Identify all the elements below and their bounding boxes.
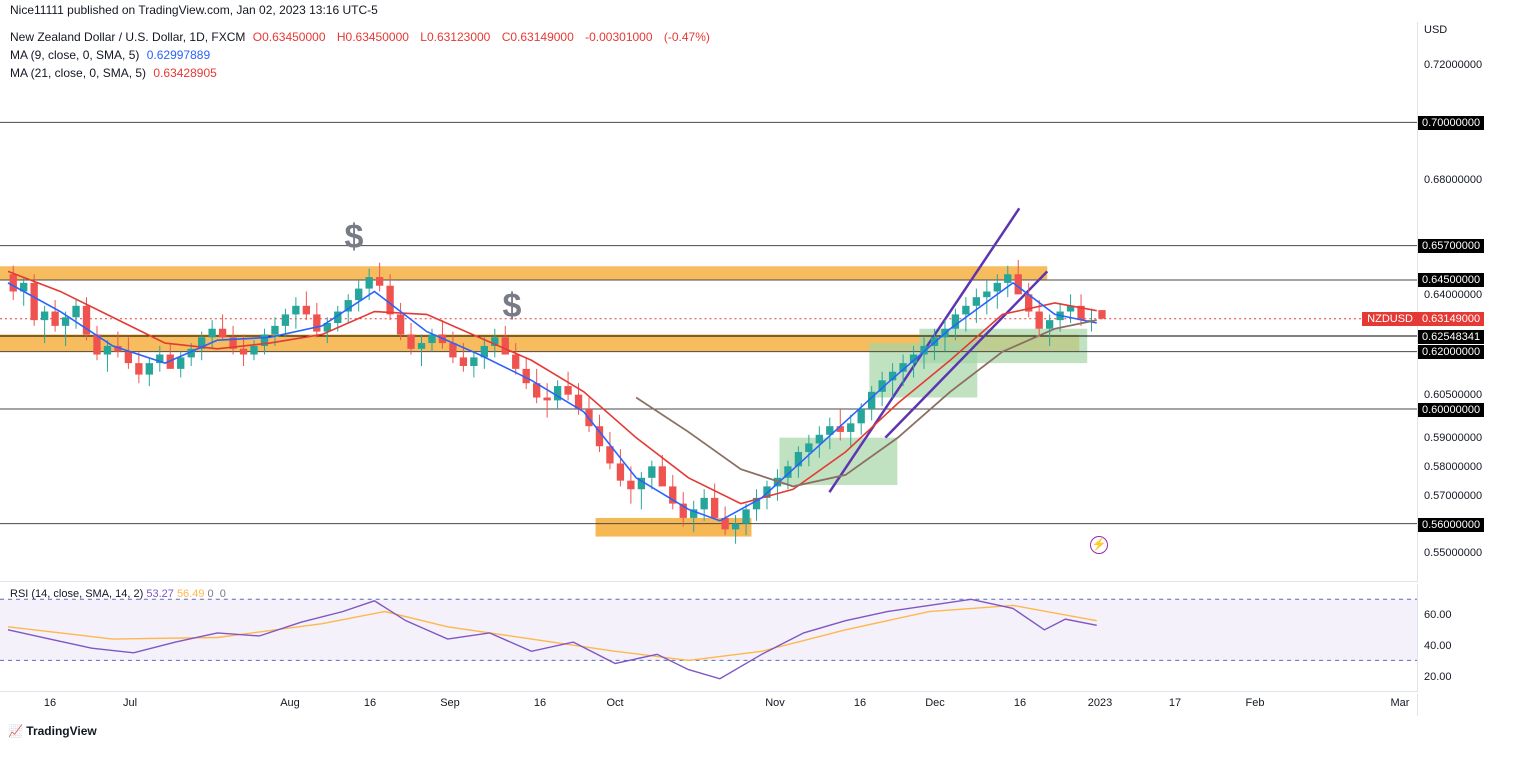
chart-container: New Zealand Dollar / U.S. Dollar, 1D, FX… xyxy=(0,22,1514,742)
price-tick-label: 0.72000000 xyxy=(1418,59,1482,71)
publish-header: Nice11111 published on TradingView.com, … xyxy=(0,0,1514,22)
time-tick-label: 16 xyxy=(534,697,546,709)
price-level-tag: 0.56000000 xyxy=(1418,518,1484,532)
publish-text: Nice11111 published on TradingView.com, … xyxy=(10,3,378,17)
rsi-svg xyxy=(0,584,1417,691)
time-tick-label: Feb xyxy=(1246,697,1265,709)
time-tick-label: Nov xyxy=(765,697,785,709)
time-tick-label: Mar xyxy=(1391,697,1410,709)
ma21-value: 0.63428905 xyxy=(153,66,216,80)
price-tick-label: 0.68000000 xyxy=(1418,174,1482,186)
price-level-tag: 0.62000000 xyxy=(1418,345,1484,359)
main-price-pane[interactable]: New Zealand Dollar / U.S. Dollar, 1D, FX… xyxy=(0,22,1418,582)
time-tick-label: Oct xyxy=(606,697,623,709)
rsi-tick-label: 40.00 xyxy=(1424,640,1452,652)
dollar-mark: $ xyxy=(503,287,522,326)
rsi-tick-label: 60.00 xyxy=(1424,609,1452,621)
price-tick-label: 0.59000000 xyxy=(1418,432,1482,444)
price-tick-label: 0.64000000 xyxy=(1418,289,1482,301)
time-tick-label: 17 xyxy=(1169,697,1181,709)
time-tick-label: 16 xyxy=(364,697,376,709)
ma9-value: 0.62997889 xyxy=(147,48,210,62)
price-level-tag: 0.64500000 xyxy=(1418,273,1484,287)
main-chart-svg xyxy=(0,22,1417,581)
time-tick-label: Dec xyxy=(925,697,945,709)
price-level-tag: 0.70000000 xyxy=(1418,116,1484,130)
symbol-title: New Zealand Dollar / U.S. Dollar, 1D, FX… xyxy=(10,30,245,44)
time-tick-label: Jul xyxy=(123,697,137,709)
lightning-icon: ⚡ xyxy=(1090,536,1108,554)
time-tick-label: 2023 xyxy=(1088,697,1112,709)
price-level-tag: 0.63149000 xyxy=(1418,312,1484,326)
ma9-label: MA (9, close, 0, SMA, 5) xyxy=(10,48,139,62)
time-tick-label: 16 xyxy=(44,697,56,709)
time-tick-label: 16 xyxy=(1014,697,1026,709)
tradingview-logo[interactable]: 📈 TradingView xyxy=(8,724,97,738)
price-axis[interactable]: USD 0.72000000 0.70000000 0.68000000 0.6570… xyxy=(1418,22,1514,582)
price-tick-label: 0.60500000 xyxy=(1418,389,1482,401)
price-level-tag: 0.65700000 xyxy=(1418,239,1484,253)
dollar-mark: $ xyxy=(345,218,364,257)
rsi-pane[interactable]: RSI (14, close, SMA, 14, 2) 53.27 56.49 … xyxy=(0,584,1418,692)
price-level-tag: 0.60000000 xyxy=(1418,403,1484,417)
time-tick-label: Sep xyxy=(440,697,460,709)
symbol-price-tag: NZDUSD xyxy=(1362,312,1418,326)
price-level-tag: 0.62548341 xyxy=(1418,330,1484,344)
ma21-label: MA (21, close, 0, SMA, 5) xyxy=(10,66,146,80)
price-tick-label: 0.58000000 xyxy=(1418,461,1482,473)
rsi-tick-label: 20.00 xyxy=(1424,671,1452,683)
price-tick-label: 0.57000000 xyxy=(1418,490,1482,502)
time-axis[interactable]: 16 Jul Aug 16 Sep 16 Oct Nov 16 Dec 16 2023 17 Feb Mar xyxy=(0,694,1418,716)
rsi-info: RSI (14, close, SMA, 14, 2) 53.27 56.49 … xyxy=(10,588,226,600)
axis-currency: USD xyxy=(1418,24,1447,36)
rsi-axis[interactable]: 20.00 40.00 60.00 xyxy=(1418,584,1514,692)
time-tick-label: Aug xyxy=(280,697,300,709)
time-tick-label: 16 xyxy=(854,697,866,709)
price-tick-label: 0.55000000 xyxy=(1418,547,1482,559)
symbol-info: New Zealand Dollar / U.S. Dollar, 1D, FX… xyxy=(10,28,718,82)
